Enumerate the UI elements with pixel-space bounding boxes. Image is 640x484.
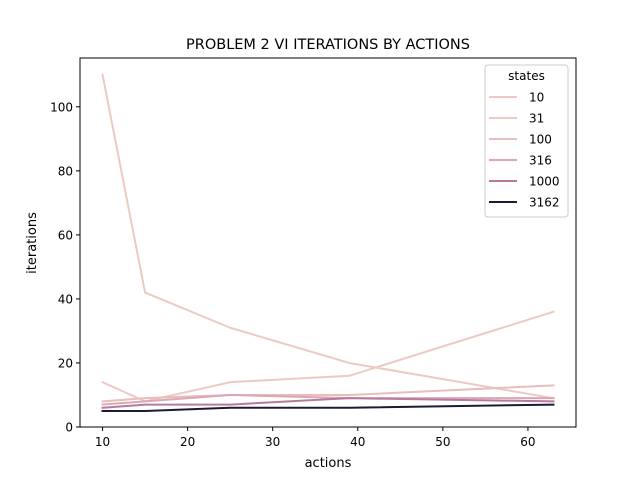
y-tick-label: 60	[58, 228, 73, 242]
x-tick-label: 20	[180, 435, 195, 449]
legend-label-316: 316	[529, 154, 552, 168]
y-tick-label: 100	[50, 100, 73, 114]
legend-label-10: 10	[529, 91, 544, 105]
series-line-316	[101, 393, 555, 406]
legend-label-31: 31	[529, 112, 544, 126]
axes-layer: 10 20 30 40 50 60 0 20 40 60 80 100	[50, 57, 577, 449]
legend-label-3162: 3162	[529, 196, 560, 210]
legend: states 10 31 100 316 1000 3162	[484, 64, 569, 218]
legend-label-1000: 1000	[529, 175, 560, 189]
series-line-3162	[101, 403, 555, 412]
y-tick-label: 40	[58, 292, 73, 306]
x-tick-label: 40	[350, 435, 365, 449]
x-tick-label: 10	[95, 435, 110, 449]
x-axis-label: actions	[305, 456, 352, 471]
plot-area-frame	[79, 57, 577, 428]
y-tick-label: 20	[58, 356, 73, 370]
x-tick-label: 60	[520, 435, 535, 449]
legend-title: states	[508, 69, 545, 83]
series-line-31	[101, 73, 555, 400]
legend-box	[484, 64, 569, 218]
x-tick-label: 30	[265, 435, 280, 449]
chart-title: PROBLEM 2 VI ITERATIONS BY ACTIONS	[186, 37, 470, 53]
x-tick-label: 50	[435, 435, 450, 449]
series-layer	[101, 73, 555, 412]
series-line-10	[101, 310, 555, 403]
y-tick-label: 80	[58, 164, 73, 178]
y-axis-label: iterations	[25, 212, 40, 274]
series-line-1000	[101, 397, 555, 409]
y-tick-label: 0	[65, 421, 73, 435]
legend-label-100: 100	[529, 133, 552, 147]
